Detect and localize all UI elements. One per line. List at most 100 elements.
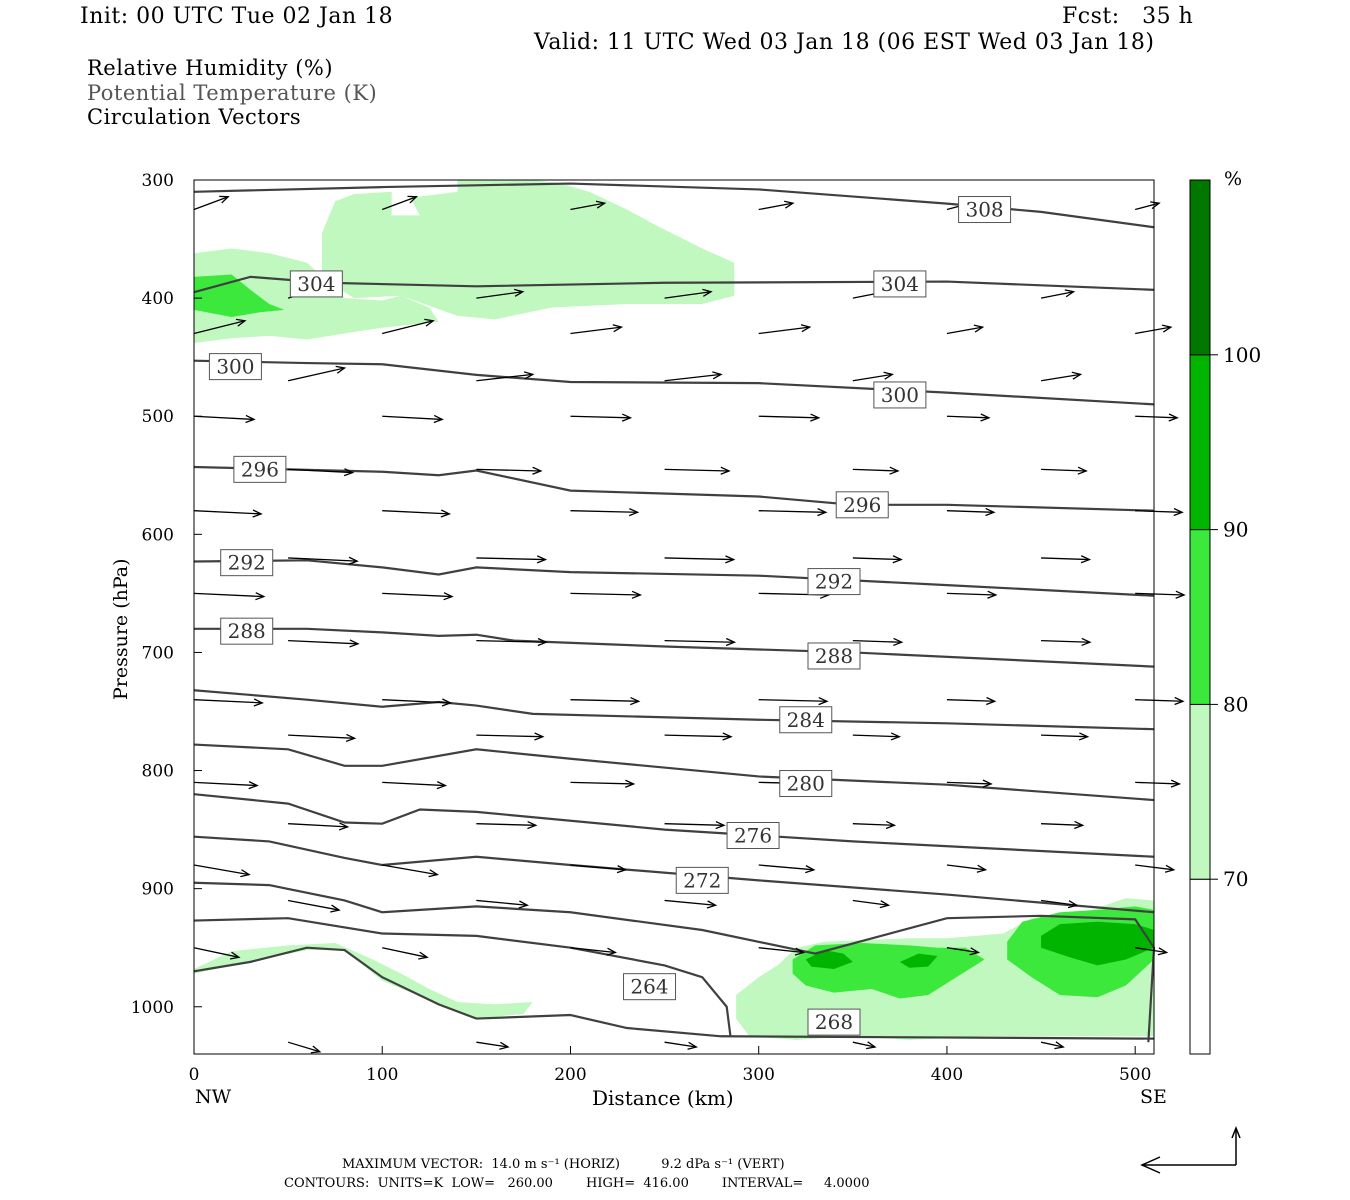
circulation-vector: [570, 947, 618, 956]
y-axis-title: Pressure (hPa): [110, 558, 132, 700]
theta-contour-line: [193, 465, 1155, 512]
circulation-vector: [1041, 555, 1092, 564]
vector-head: [345, 733, 357, 743]
theta-contour-line: [193, 881, 1156, 1043]
vector-shaft: [570, 510, 638, 513]
vector-shaft: [570, 699, 639, 702]
circulation-vector: [1135, 324, 1173, 335]
vector-head: [885, 820, 897, 830]
x-axis-right-label: SE: [1140, 1086, 1167, 1108]
vector-shaft: [1041, 557, 1090, 561]
circulation-vector: [852, 820, 897, 830]
vector-shaft: [852, 1041, 876, 1048]
circulation-vector: [1135, 590, 1186, 599]
vector-shaft: [852, 734, 900, 738]
vector-head: [536, 555, 548, 564]
vector-head: [235, 318, 247, 327]
vector-head: [343, 468, 355, 477]
y-tick-label: 700: [142, 643, 174, 663]
vector-head: [818, 696, 829, 706]
vector-head: [513, 288, 525, 297]
vector-shaft: [758, 202, 794, 211]
vector-head: [424, 318, 435, 327]
theta-contour-line: [193, 559, 1155, 597]
vector-shaft: [287, 367, 345, 382]
colorbar-segment: [1189, 179, 1211, 356]
vector-head: [1174, 696, 1185, 706]
contour-label-box: [807, 642, 861, 670]
rh70-region: [306, 180, 735, 320]
circulation-vector: [946, 696, 997, 706]
contour-label-box: [220, 549, 274, 577]
x-tick-label: 0: [189, 1065, 200, 1085]
vector-head: [976, 864, 988, 873]
vector-shaft: [287, 899, 340, 911]
vector-head: [229, 951, 241, 960]
circulation-vector: [193, 318, 247, 335]
circulation-vector: [570, 200, 607, 211]
circulation-vector: [193, 414, 256, 424]
vector-head: [631, 590, 642, 599]
vector-head: [1157, 947, 1169, 956]
vector-shaft: [382, 592, 453, 598]
vector-shaft: [946, 947, 979, 954]
vector-head: [1067, 900, 1079, 909]
vector-head: [440, 509, 452, 518]
vector-shaft: [1041, 823, 1083, 826]
field-label-rh: Relative Humidity (%): [87, 56, 334, 80]
theta-contour-line: [193, 793, 1155, 858]
y-tick-label: 400: [142, 289, 174, 309]
vector-head: [866, 1041, 877, 1050]
vector-head: [310, 1045, 322, 1054]
circulation-vector: [852, 732, 902, 741]
circulation-vector: [664, 820, 726, 830]
rh90-region: [805, 950, 853, 969]
vector-shaft: [382, 320, 434, 335]
circulation-vector: [476, 732, 545, 741]
vector-shaft: [852, 639, 902, 643]
vector-shaft: [570, 947, 616, 954]
vector-shaft: [1135, 510, 1183, 513]
vector-shaft: [852, 373, 893, 382]
vector-shaft: [1135, 202, 1160, 211]
vector-shaft: [664, 1041, 697, 1048]
circulation-vector: [758, 324, 812, 335]
vector-head: [630, 696, 641, 706]
circulation-vector: [570, 696, 641, 706]
vector-shaft: [476, 468, 541, 472]
contour-label: 280: [787, 772, 825, 796]
circulation-vector: [946, 779, 993, 788]
vector-head: [1081, 637, 1092, 647]
vector-shaft: [1135, 781, 1180, 785]
contour-label-box: [958, 196, 1012, 224]
circulation-vector: [1041, 820, 1085, 830]
contour-label: 308: [965, 198, 1003, 222]
circulation-vector: [476, 466, 543, 475]
colorbar-unit: %: [1224, 168, 1243, 190]
contour-label: 292: [815, 570, 853, 594]
vector-shaft: [382, 864, 438, 876]
x-tick-label: 100: [366, 1065, 398, 1085]
vector-shaft: [288, 823, 348, 828]
circulation-vector: [382, 318, 435, 335]
theta-contour-line: [193, 743, 1155, 802]
vector-head: [1064, 289, 1076, 298]
plot-frame: [193, 179, 1155, 1055]
contour-label-box: [835, 491, 889, 519]
contour-label-box: [807, 1008, 861, 1036]
contour-label-box: [726, 822, 780, 849]
vector-head: [441, 698, 453, 707]
vector-head: [725, 555, 736, 564]
vector-head: [893, 637, 904, 647]
vector-head: [982, 779, 993, 788]
forecast-hour: Fcst: 35 h: [1062, 4, 1194, 29]
theta-contour-line: [193, 946, 1155, 1040]
vector-head: [1071, 371, 1083, 380]
circulation-vector: [382, 509, 452, 518]
vector-shaft: [1135, 947, 1167, 954]
circulation-vector: [758, 508, 828, 517]
vector-shaft: [382, 781, 446, 787]
vector-shaft: [382, 415, 443, 421]
vector-shaft: [1135, 592, 1185, 596]
circulation-vector: [1040, 899, 1079, 909]
